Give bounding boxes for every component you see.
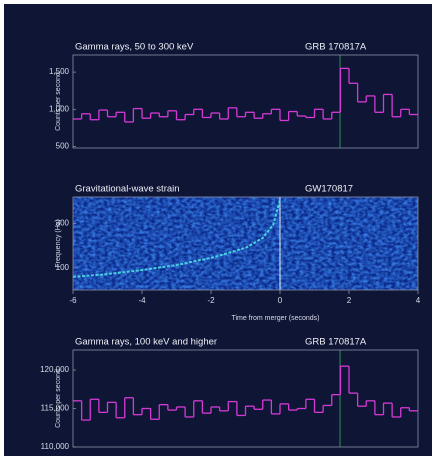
plot-frame (72, 349, 419, 448)
x-tick-label: -2 (207, 296, 215, 305)
plot-frame (72, 54, 419, 149)
y-tick-label: 500 (56, 142, 70, 151)
annotation: GW170817 (305, 184, 353, 195)
y-tick-label: 1,500 (49, 67, 70, 76)
y-tick-label: 110,000 (41, 442, 70, 451)
panel-title: Gravitational-wave strain (75, 184, 180, 195)
y-tick-label: 115,000 (41, 404, 70, 413)
y-axis-label: Counts per second (55, 72, 62, 131)
x-axis-label: Time from merger (seconds) (231, 315, 319, 322)
y-tick-label: 100 (56, 263, 70, 272)
x-tick-label: -4 (138, 296, 146, 305)
panel-title: Gamma rays, 100 keV and higher (75, 337, 217, 348)
y-tick-label: 300 (56, 219, 70, 228)
chirp-track (72, 199, 281, 278)
x-tick-label: 2 (347, 296, 352, 305)
panel-title: Gamma rays, 50 to 300 keV (75, 42, 194, 53)
y-tick-label: 1,000 (49, 104, 70, 113)
plot-frame (72, 196, 419, 291)
x-tick-label: 4 (416, 296, 421, 305)
y-tick-label: 120,000 (40, 365, 69, 374)
y-axis-label: Counts per second (55, 369, 62, 428)
x-tick-label: -6 (69, 296, 77, 305)
x-tick-label: 0 (278, 296, 283, 305)
annotation: GRB 170817A (305, 337, 367, 348)
y-axis-label: Frequency (Hz) (55, 219, 62, 267)
annotation: GRB 170817A (305, 42, 367, 53)
spectrogram-noise (73, 197, 418, 290)
